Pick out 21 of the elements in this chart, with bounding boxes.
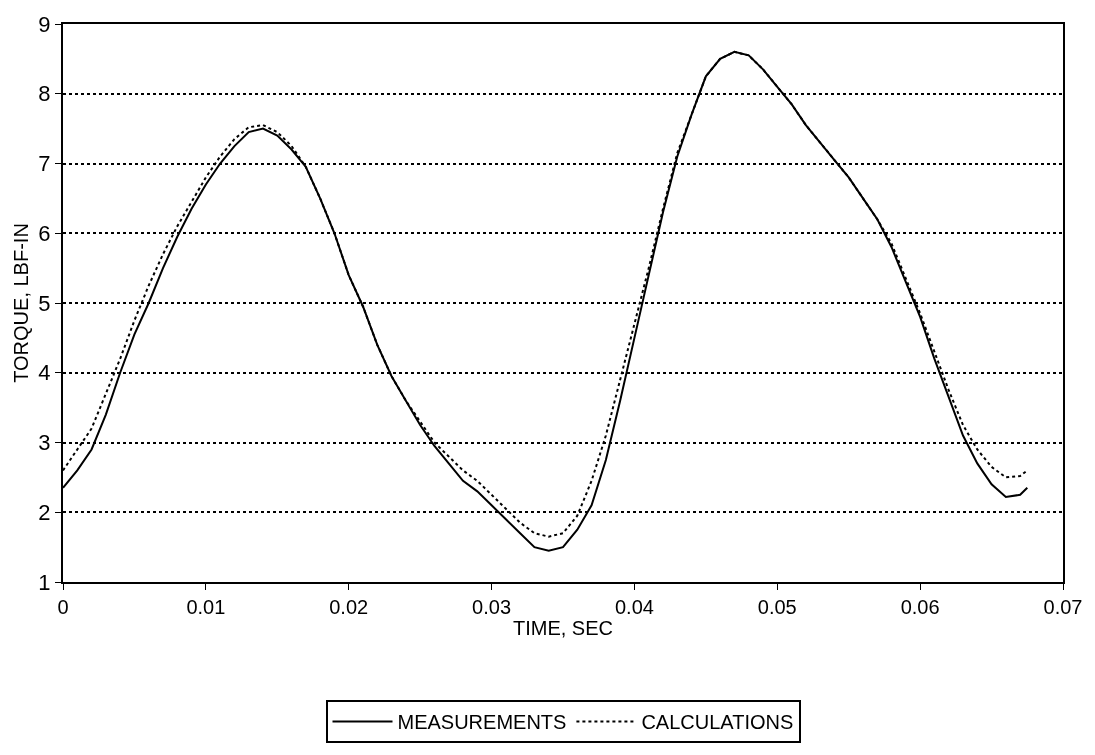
x-tick-label: 0 bbox=[57, 596, 69, 618]
x-tick-label: 0.05 bbox=[757, 596, 797, 618]
x-tick-label: 0.03 bbox=[472, 596, 512, 618]
x-tick-label: 0.01 bbox=[186, 596, 226, 618]
y-tick-label: 5 bbox=[38, 290, 51, 316]
y-tick-label: 9 bbox=[38, 11, 51, 37]
y-tick-label: 4 bbox=[38, 360, 51, 386]
y-tick-label: 2 bbox=[38, 499, 51, 525]
y-tick-label: 1 bbox=[38, 569, 51, 595]
y-tick-label: 8 bbox=[38, 81, 51, 107]
y-tick-label: 6 bbox=[38, 220, 51, 246]
y-tick-label: 3 bbox=[38, 430, 51, 456]
x-axis-title: TIME, SEC bbox=[512, 617, 614, 639]
legend-label: MEASUREMENTS bbox=[397, 711, 567, 734]
legend-label: CALCULATIONS bbox=[641, 711, 794, 734]
x-tick-label: 0.02 bbox=[329, 596, 369, 618]
x-tick-label: 0.04 bbox=[614, 596, 654, 618]
y-axis-title: TORQUE, LBF-IN bbox=[10, 223, 33, 383]
y-tick-label: 7 bbox=[38, 151, 51, 177]
x-tick-label: 0.07 bbox=[1043, 596, 1083, 618]
x-tick-label: 0.06 bbox=[900, 596, 940, 618]
